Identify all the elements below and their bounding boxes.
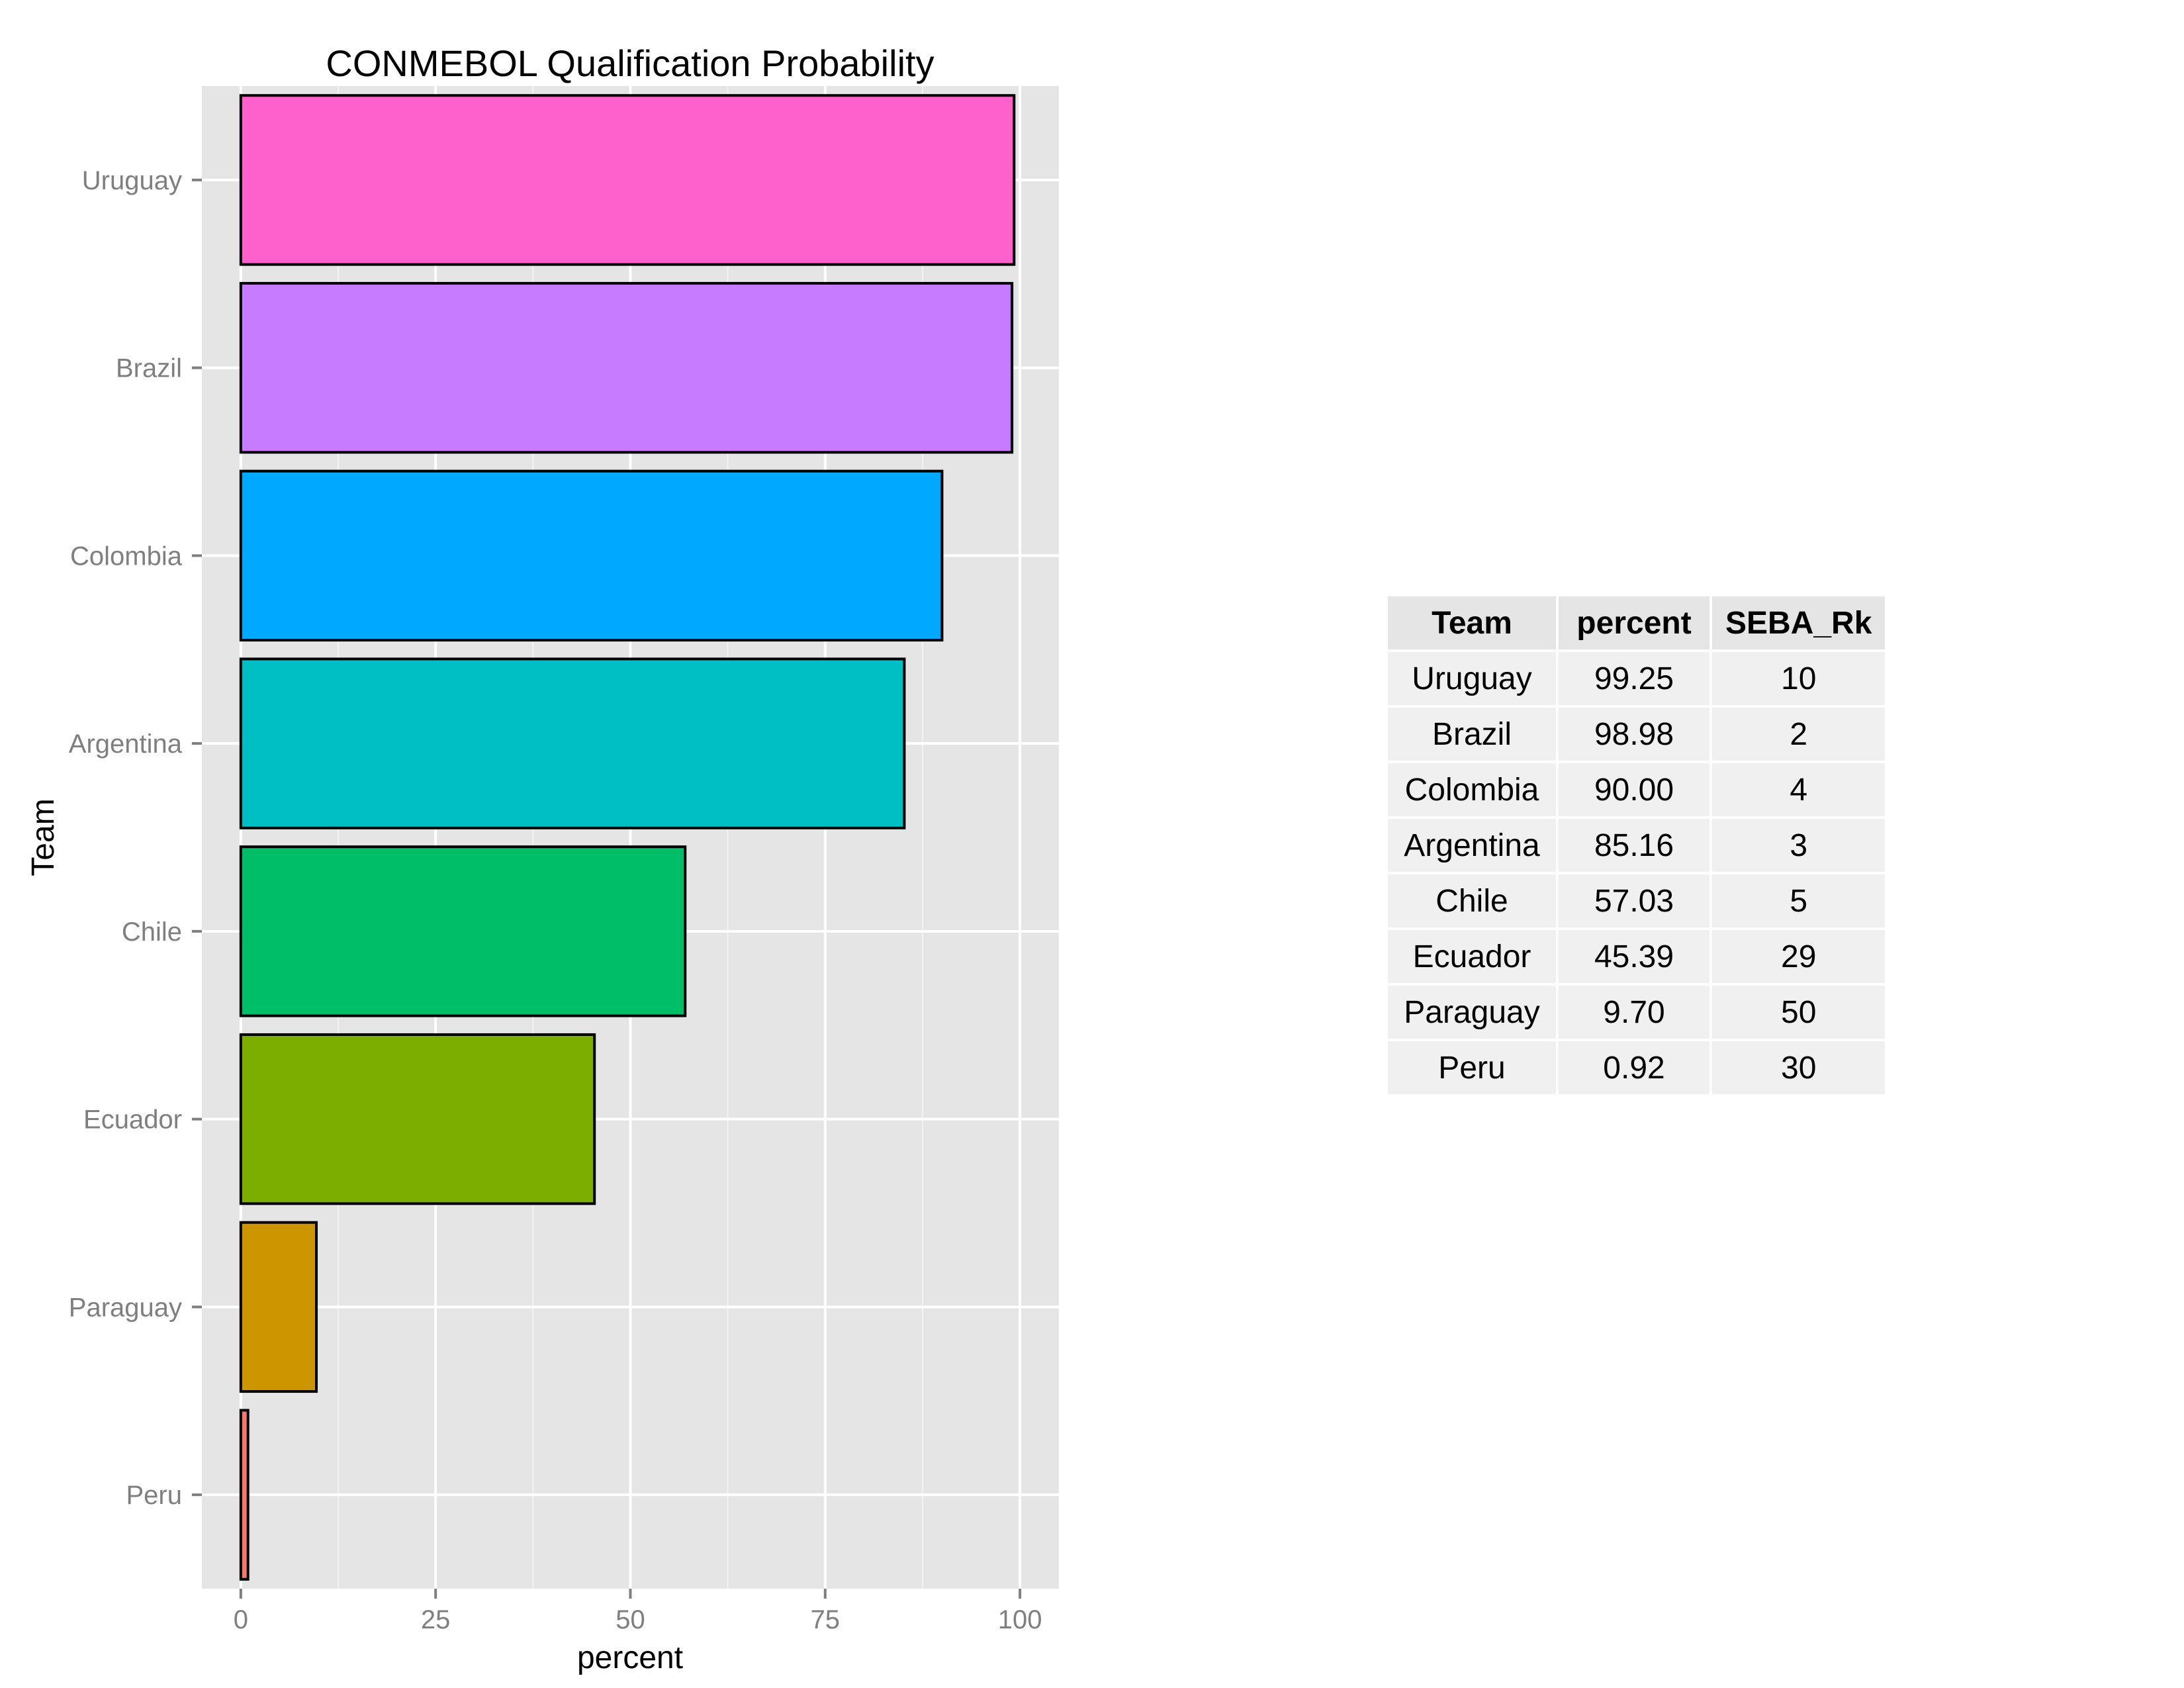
y-axis-title: Team [26, 798, 61, 876]
x-tick-label: 0 [234, 1605, 248, 1634]
column-header-seba-rk: SEBA_Rk [1712, 596, 1886, 649]
bar-paraguay [239, 1221, 318, 1393]
y-tick-label: Argentina [69, 729, 183, 759]
table-cell: Argentina [1388, 819, 1556, 872]
table-cell: 99.25 [1559, 652, 1709, 705]
x-tick-label: 75 [811, 1605, 841, 1634]
x-axis: 0 25 50 75 100 [234, 1589, 1042, 1634]
y-tick-label: Paraguay [69, 1293, 182, 1322]
y-tick-label: Brazil [116, 354, 182, 383]
column-header-percent: percent [1559, 596, 1709, 649]
table-cell: 0.92 [1559, 1041, 1709, 1094]
table-cell: Ecuador [1388, 930, 1556, 983]
column-header-team: Team [1388, 596, 1556, 649]
x-tick-label: 25 [421, 1605, 451, 1634]
x-tick-label: 50 [615, 1605, 645, 1634]
bar-chart: CONMEBOL Qualification Probability Urugu… [26, 42, 1059, 1675]
x-axis-title: percent [577, 1640, 683, 1675]
table-cell: 98.98 [1559, 708, 1709, 761]
table-cell: 9.70 [1559, 986, 1709, 1039]
table-cell: 2 [1712, 708, 1886, 761]
table-cell: Uruguay [1388, 652, 1556, 705]
bar-brazil [239, 281, 1014, 454]
y-tick-label: Ecuador [83, 1105, 182, 1135]
table-cell: 10 [1712, 652, 1886, 705]
table-row: Peru 0.92 30 [1388, 1041, 1886, 1094]
y-tick-label: Uruguay [82, 166, 182, 195]
table-row: Uruguay 99.25 10 [1388, 652, 1886, 705]
table-cell: 5 [1712, 874, 1886, 927]
y-tick-label: Peru [126, 1481, 183, 1510]
table-cell: Brazil [1388, 708, 1556, 761]
table-row: Brazil 98.98 2 [1388, 708, 1886, 761]
bars [239, 94, 1016, 1581]
table-header-row: Team percent SEBA_Rk [1388, 596, 1886, 649]
table-cell: Colombia [1388, 763, 1556, 816]
summary-table: Team percent SEBA_Rk Uruguay 99.25 10 Brazi… [1385, 594, 1888, 1097]
y-tick-label: Chile [122, 917, 182, 947]
table-cell: Paraguay [1388, 986, 1556, 1039]
table-row: Colombia 90.00 4 [1388, 763, 1886, 816]
table-cell: 30 [1712, 1041, 1886, 1094]
table-cell: 29 [1712, 930, 1886, 983]
table-cell: 45.39 [1559, 930, 1709, 983]
table-row: Argentina 85.16 3 [1388, 819, 1886, 872]
bar-argentina [239, 657, 906, 829]
bar-uruguay [239, 94, 1016, 266]
y-tick-label: Colombia [70, 541, 183, 571]
table-cell: 90.00 [1559, 763, 1709, 816]
bar-peru [239, 1409, 250, 1581]
table-cell: Chile [1388, 874, 1556, 927]
bar-colombia [239, 469, 944, 642]
table-cell: 85.16 [1559, 819, 1709, 872]
table-cell: 57.03 [1559, 874, 1709, 927]
table-cell: Peru [1388, 1041, 1556, 1094]
table-row: Ecuador 45.39 29 [1388, 930, 1886, 983]
x-tick-label: 100 [998, 1605, 1042, 1634]
bar-chile [239, 845, 687, 1017]
bar-ecuador [239, 1033, 596, 1205]
table-cell: 3 [1712, 819, 1886, 872]
table-cell: 4 [1712, 763, 1886, 816]
table-body: Uruguay 99.25 10 Brazil 98.98 2 Colombia 90.00 4… [1388, 652, 1886, 1094]
chart-title: CONMEBOL Qualification Probability [326, 42, 934, 84]
table-cell: 50 [1712, 986, 1886, 1039]
table-row: Paraguay 9.70 50 [1388, 986, 1886, 1039]
y-axis: Uruguay Brazil Colombia Argentina Chile Ecuad… [69, 166, 202, 1510]
table-row: Chile 57.03 5 [1388, 874, 1886, 927]
